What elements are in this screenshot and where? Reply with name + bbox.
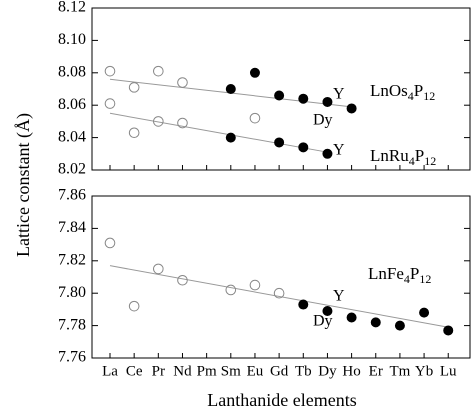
filled-marker bbox=[274, 90, 285, 101]
open-marker bbox=[104, 65, 116, 77]
x-tick-label: Sm bbox=[221, 363, 241, 379]
open-marker bbox=[177, 117, 188, 129]
open-marker bbox=[128, 300, 140, 312]
compound-label-part: P bbox=[414, 81, 423, 100]
open-marker bbox=[153, 263, 164, 275]
y-tick-label: 8.02 bbox=[58, 161, 86, 178]
compound-label-part: 4 bbox=[409, 154, 415, 168]
open-marker bbox=[128, 82, 140, 93]
compound-label-part: LnRu bbox=[370, 146, 409, 165]
x-tick-label: Ce bbox=[126, 363, 143, 379]
y-tick-label: 8.08 bbox=[58, 63, 86, 80]
filled-marker bbox=[274, 137, 285, 148]
open-marker bbox=[104, 237, 116, 249]
compound-label-part: LnOs bbox=[370, 81, 408, 100]
compound-label-part: LnFe bbox=[368, 264, 404, 283]
compound-label-part: 12 bbox=[424, 154, 436, 168]
x-axis-label: Lanthanide elements bbox=[207, 390, 356, 410]
open-marker bbox=[128, 127, 140, 139]
x-tick-label: Ho bbox=[342, 363, 360, 379]
y-tick-label: 7.86 bbox=[58, 187, 86, 204]
open-marker bbox=[225, 284, 237, 296]
filled-marker bbox=[394, 320, 405, 331]
filled-marker bbox=[346, 312, 357, 323]
compound-label: LnRu4P12 bbox=[370, 146, 436, 168]
filled-marker bbox=[370, 317, 381, 328]
open-marker bbox=[249, 279, 261, 291]
x-tick-label: Lu bbox=[440, 363, 457, 379]
x-tick-label: Yb bbox=[415, 363, 433, 379]
open-marker bbox=[104, 98, 116, 109]
y-tick-label: 8.06 bbox=[58, 96, 86, 113]
annotation: Y bbox=[333, 288, 345, 305]
y-tick-label: 7.78 bbox=[58, 316, 86, 333]
y-tick-label: 8.10 bbox=[58, 31, 86, 48]
x-tick-label: Er bbox=[369, 363, 383, 379]
annotation: Y bbox=[333, 86, 345, 103]
filled-marker bbox=[298, 299, 309, 310]
open-marker bbox=[249, 112, 261, 124]
filled-marker bbox=[322, 306, 333, 317]
compound-label-part: P bbox=[415, 146, 424, 165]
annotation: Y bbox=[333, 142, 345, 159]
open-marker bbox=[177, 274, 188, 286]
filled-marker bbox=[346, 103, 357, 114]
open-marker bbox=[153, 116, 164, 127]
x-tick-label: Tb bbox=[295, 363, 312, 379]
fit-line bbox=[109, 265, 449, 328]
compound-label-part: 12 bbox=[419, 272, 431, 286]
compound-label: LnOs4P12 bbox=[370, 81, 435, 103]
compound-label-part: P bbox=[410, 264, 419, 283]
y-axis-label: Lattice constant (Å) bbox=[13, 113, 34, 257]
annotation: Dy bbox=[313, 313, 333, 330]
x-tick-label: Pr bbox=[152, 363, 165, 379]
filled-marker bbox=[298, 142, 309, 153]
open-marker bbox=[153, 65, 164, 77]
annotation: Dy bbox=[313, 112, 333, 129]
open-marker bbox=[273, 287, 285, 299]
x-tick-label: La bbox=[102, 363, 118, 379]
x-tick-label: Tm bbox=[389, 363, 410, 379]
filled-marker bbox=[322, 96, 333, 107]
x-tick-label: Nd bbox=[173, 363, 192, 379]
compound-label-part: 4 bbox=[408, 89, 414, 103]
y-tick-label: 7.76 bbox=[58, 349, 86, 366]
y-tick-label: 8.12 bbox=[58, 0, 86, 16]
open-marker bbox=[177, 77, 188, 88]
compound-label-part: 12 bbox=[423, 89, 435, 103]
y-tick-label: 8.04 bbox=[58, 128, 86, 145]
filled-marker bbox=[225, 132, 236, 143]
compound-label: LnFe4P12 bbox=[368, 264, 431, 286]
filled-marker bbox=[322, 148, 333, 159]
filled-marker bbox=[298, 93, 309, 104]
filled-marker bbox=[419, 307, 430, 318]
x-tick-label: Dy bbox=[318, 363, 337, 379]
y-tick-label: 7.84 bbox=[58, 219, 86, 236]
y-tick-label: 7.80 bbox=[58, 284, 86, 301]
plot-frame bbox=[91, 7, 471, 171]
x-tick-label: Pm bbox=[197, 363, 217, 379]
compound-label-part: 4 bbox=[404, 272, 410, 286]
filled-marker bbox=[443, 325, 454, 336]
fit-line bbox=[109, 112, 328, 153]
y-tick-label: 7.82 bbox=[58, 251, 86, 268]
x-tick-label: Eu bbox=[247, 363, 264, 379]
plot-frame bbox=[91, 195, 471, 359]
filled-marker bbox=[249, 67, 260, 78]
filled-marker bbox=[225, 84, 236, 94]
x-tick-label: Gd bbox=[270, 363, 289, 379]
